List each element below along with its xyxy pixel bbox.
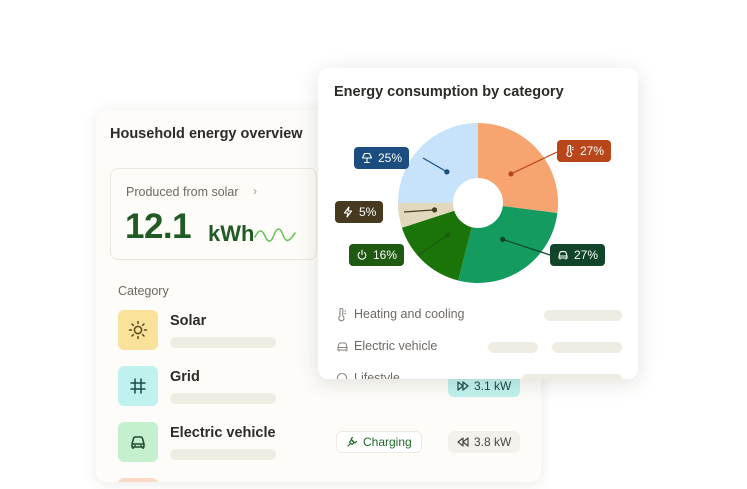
energy-consumption-card: Energy consumption by category 27% 27% 1… xyxy=(318,68,638,379)
car-icon xyxy=(118,422,158,462)
charging-status-pill: Charging xyxy=(336,431,422,453)
placeholder-bar xyxy=(544,310,622,321)
connector-line-electric-vehicle xyxy=(502,238,551,256)
connector-line-lamp xyxy=(422,157,448,173)
placeholder-bar xyxy=(170,393,276,404)
plug-icon xyxy=(347,436,358,447)
pie-slice-lamp[interactable] xyxy=(398,123,478,203)
pie-center-hole xyxy=(453,178,503,228)
slice-tag-electric-vehicle[interactable]: 27% xyxy=(550,244,606,266)
slice-tag-value: 25% xyxy=(378,151,403,165)
legend-row-lifestyle[interactable]: Lifestyle xyxy=(336,370,626,379)
chevron-right-icon: › xyxy=(253,184,257,198)
connector-dot-lamp xyxy=(444,169,450,175)
lamp-icon xyxy=(361,152,373,164)
legend-label: Lifestyle xyxy=(354,371,400,379)
category-name: Electric vehicle xyxy=(170,425,276,441)
slice-tag-heating[interactable]: 27% xyxy=(557,140,612,162)
connector-dot-lightning xyxy=(431,207,438,213)
slice-tag-value: 5% xyxy=(359,205,377,219)
lifestyle-icon xyxy=(336,372,348,379)
category-heading: Category xyxy=(118,284,169,298)
legend-row-electric-vehicle[interactable]: Electric vehicle xyxy=(336,338,626,356)
slice-tag-lightning[interactable]: 5% xyxy=(335,201,384,223)
legend-label: Heating and cooling xyxy=(354,307,465,321)
connector-dot-power xyxy=(445,232,451,238)
car-icon xyxy=(337,342,348,352)
category-name: Solar xyxy=(170,313,207,329)
connector-line-lightning xyxy=(403,209,435,213)
placeholder-bar xyxy=(488,342,538,353)
slice-tag-value: 27% xyxy=(580,144,605,158)
category-row-solar[interactable]: Solar xyxy=(118,310,518,354)
sun-icon xyxy=(118,310,158,350)
charging-status-text: Charging xyxy=(363,435,412,449)
grid-power-value: 3.1 kW xyxy=(474,379,512,393)
placeholder-bar xyxy=(170,337,276,348)
fast-forward-icon xyxy=(457,381,469,391)
power-icon xyxy=(357,249,367,260)
grid-icon xyxy=(118,366,158,406)
solar-unit: kWh xyxy=(208,221,255,246)
ev-power-pill: 3.8 kW xyxy=(448,431,521,453)
category-row-grid[interactable]: Grid xyxy=(118,366,518,410)
slice-tag-value: 16% xyxy=(373,248,398,262)
lightning-icon xyxy=(343,206,353,218)
category-name: Grid xyxy=(170,369,200,385)
pie-slice-power[interactable] xyxy=(401,203,478,281)
placeholder-bar xyxy=(170,449,276,460)
placeholder-bar xyxy=(552,342,622,353)
car-icon xyxy=(558,251,568,260)
placeholder-bar xyxy=(522,374,622,379)
connector-dot-heating xyxy=(508,171,514,177)
sparkline-icon xyxy=(254,228,296,242)
legend-label: Electric vehicle xyxy=(354,339,438,353)
slice-tag-lamp[interactable]: 25% xyxy=(354,147,410,169)
slice-tag-power[interactable]: 16% xyxy=(349,244,405,266)
overview-title: Household energy overview xyxy=(110,126,303,142)
category-row-electric-vehicle[interactable]: Electric vehicle xyxy=(118,422,518,466)
solar-label: Produced from solar xyxy=(126,185,239,199)
thermometer-icon xyxy=(338,308,346,322)
consumption-title: Energy consumption by category xyxy=(334,84,564,100)
thermometer-icon xyxy=(566,145,574,157)
ev-power-value: 3.8 kW xyxy=(474,435,512,449)
category-icon-partial xyxy=(118,478,158,482)
solar-production-tile[interactable]: Produced from solar › 12.1 kWh xyxy=(110,168,317,260)
solar-value: 12.1 xyxy=(125,207,192,246)
slice-tag-value: 27% xyxy=(574,248,599,262)
grid-power-pill: 3.1 kW xyxy=(448,375,521,397)
consumption-pie-chart xyxy=(398,123,558,283)
connector-line-power xyxy=(417,234,449,256)
legend-row-heating[interactable]: Heating and cooling xyxy=(336,306,626,324)
connector-line-heating xyxy=(510,151,558,175)
rewind-icon xyxy=(457,437,469,447)
connector-dot-electric-vehicle xyxy=(500,236,506,242)
